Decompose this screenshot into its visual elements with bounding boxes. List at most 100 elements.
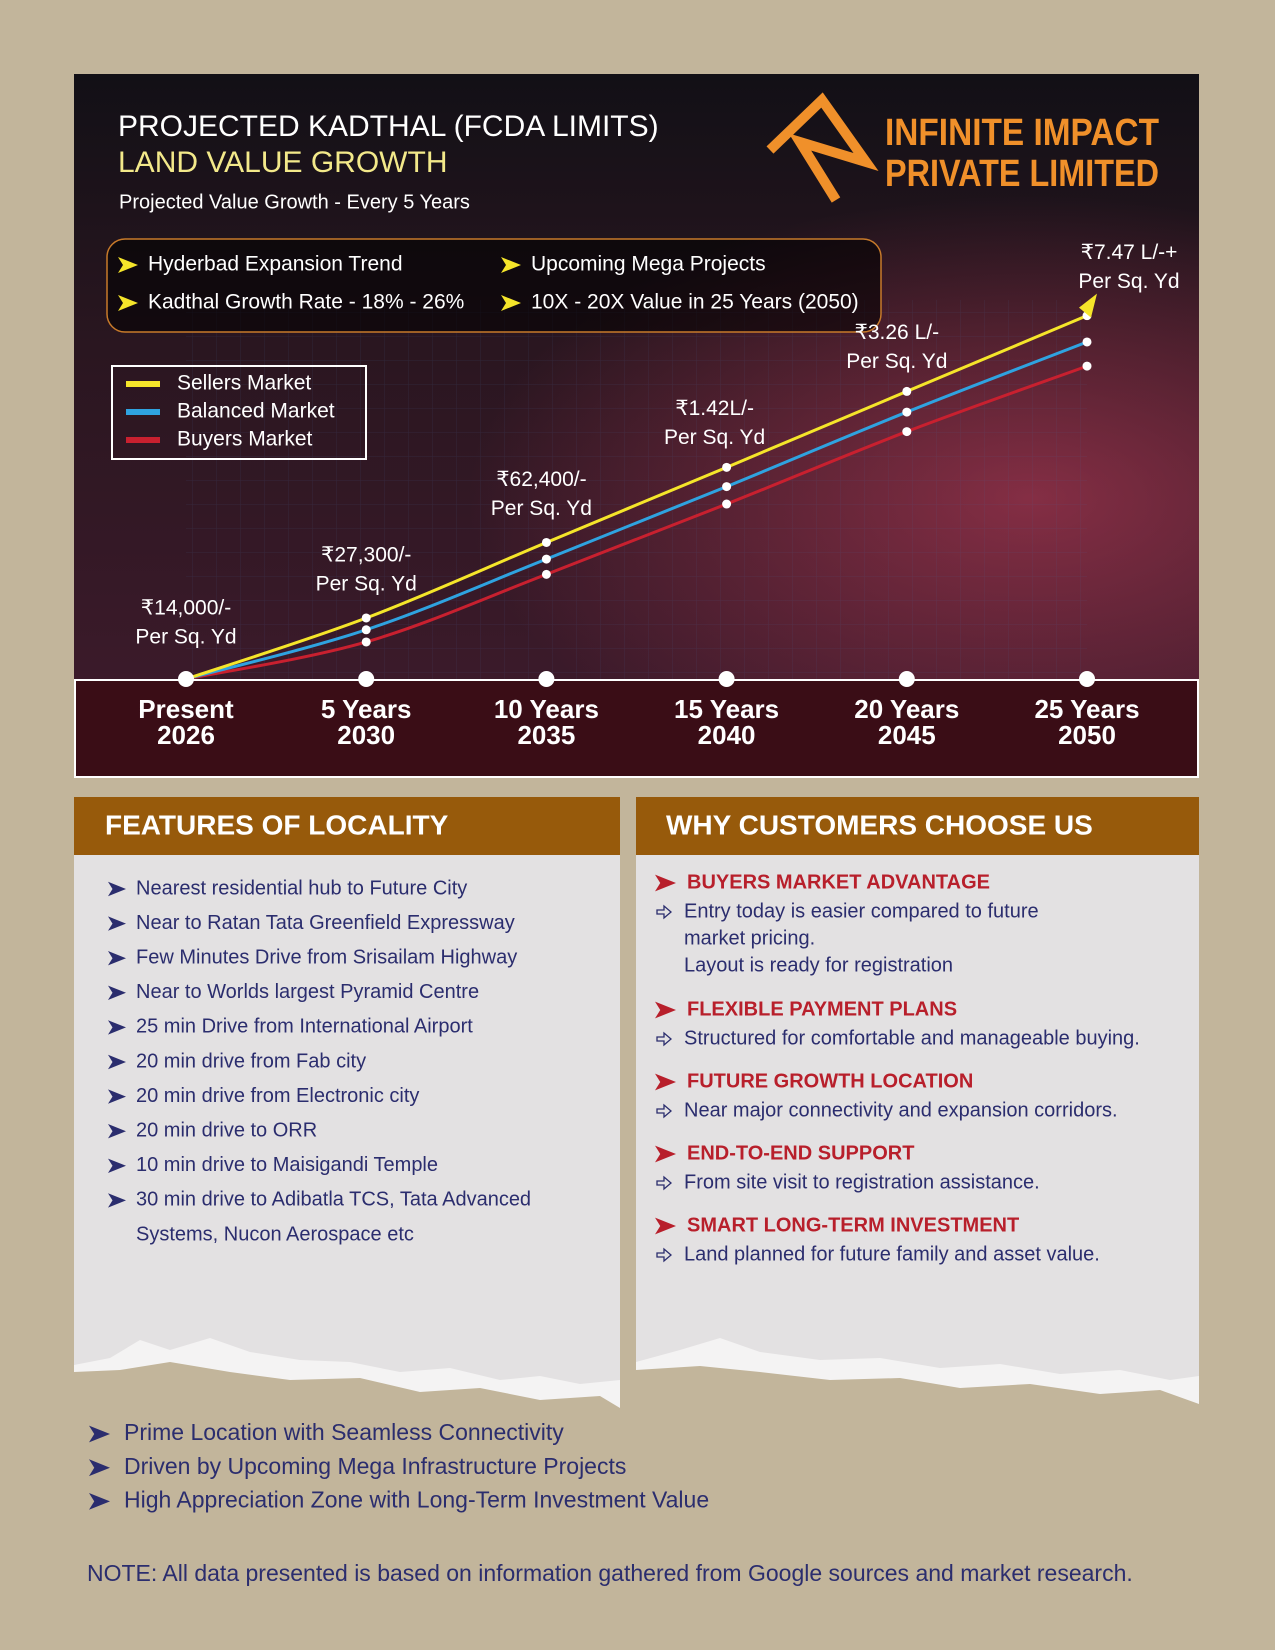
data-point <box>361 637 371 647</box>
why-heading: END-TO-END SUPPORT <box>687 1142 914 1164</box>
highlight: Upcoming Mega Projects <box>531 253 766 276</box>
bullet-arrow <box>501 295 521 311</box>
feature-item: 25 min Drive from International Airport <box>136 1016 473 1038</box>
x-tick-year: 2040 <box>698 720 756 750</box>
bullet-arrow <box>89 1493 110 1510</box>
legend-label: Sellers Market <box>177 372 311 395</box>
x-tick-label: 25 Years <box>1034 694 1139 724</box>
timeline-strip <box>74 679 1199 778</box>
feature-item: 20 min drive from Fab city <box>136 1050 366 1072</box>
why-line: Land planned for future family and asset… <box>684 1243 1100 1265</box>
bullet-arrow <box>655 1217 676 1235</box>
x-tick-dot <box>718 671 735 687</box>
value-label: ₹3.26 L/- <box>855 321 940 344</box>
series-line <box>185 364 1088 681</box>
why-heading: BUYERS MARKET ADVANTAGE <box>687 871 990 893</box>
logo-line2: PRIVATE LIMITED <box>885 153 1159 195</box>
bullet-arrow <box>108 1089 126 1104</box>
why-line: Entry today is easier compared to future <box>684 900 1039 922</box>
bullet-hollow-arrow <box>656 1247 672 1263</box>
bullet-arrow <box>655 874 676 892</box>
data-point <box>541 537 551 547</box>
bullet-arrow <box>118 257 138 273</box>
legend-box <box>111 365 367 460</box>
line-arrowhead <box>1079 293 1097 318</box>
logo-icon <box>766 92 879 203</box>
bullet-arrow <box>501 257 521 273</box>
features-body <box>74 855 620 1408</box>
series-line <box>185 340 1088 681</box>
bullet-hollow-arrow <box>656 1103 672 1119</box>
data-point <box>1082 361 1092 371</box>
bullet-arrow <box>108 881 126 897</box>
x-tick-year: 2050 <box>1058 720 1116 750</box>
x-tick-dot <box>1079 671 1095 687</box>
x-tick-dot <box>898 671 915 687</box>
bullet-hollow-arrow <box>656 904 672 920</box>
value-label: ₹1.42L/- <box>675 397 754 420</box>
data-point <box>541 554 551 564</box>
value-unit: Per Sq. Yd <box>135 626 236 649</box>
data-point <box>722 462 732 472</box>
value-unit: Per Sq. Yd <box>664 426 765 449</box>
data-point <box>1082 337 1092 347</box>
features-title: FEATURES OF LOCALITY <box>105 809 449 840</box>
why-heading: FUTURE GROWTH LOCATION <box>687 1070 973 1092</box>
x-tick-dot <box>178 671 194 687</box>
bullet-arrow <box>108 1020 126 1035</box>
feature-item: Systems, Nucon Aerospace etc <box>136 1223 414 1245</box>
x-tick-label: 15 Years <box>674 694 779 724</box>
feature-item: Near to Worlds largest Pyramid Centre <box>136 981 479 1003</box>
series-line <box>185 314 1088 681</box>
value-label: ₹14,000/- <box>141 597 231 620</box>
value-label: ₹62,400/- <box>496 468 586 491</box>
why-title: WHY CUSTOMERS CHOOSE US <box>666 809 1093 840</box>
data-point <box>902 386 912 396</box>
bullet-arrow <box>655 1001 676 1019</box>
feature-item: Few Minutes Drive from Srisailam Highway <box>136 946 517 968</box>
logo-line1: INFINITE IMPACT <box>885 112 1159 154</box>
value-unit: Per Sq. Yd <box>316 573 417 596</box>
why-heading: SMART LONG-TERM INVESTMENT <box>687 1214 1019 1236</box>
feature-item: Nearest residential hub to Future City <box>136 877 467 899</box>
why-line: From site visit to registration assistan… <box>684 1171 1040 1193</box>
value-unit: Per Sq. Yd <box>1078 270 1179 293</box>
highlights-box <box>106 238 882 333</box>
x-tick-year: 2026 <box>157 720 215 750</box>
bullet-arrow <box>89 1425 110 1443</box>
feature-item: Near to Ratan Tata Greenfield Expressway <box>136 912 515 934</box>
highlight: 10X - 20X Value in 25 Years (2050) <box>531 291 859 314</box>
why-line: Near major connectivity and expansion co… <box>684 1099 1118 1121</box>
bullet-arrow <box>655 1145 676 1163</box>
bullet-hollow-arrow <box>656 1031 672 1047</box>
data-point <box>902 427 912 437</box>
data-point <box>541 569 551 579</box>
legend-label: Balanced Market <box>177 400 335 423</box>
data-point <box>902 407 912 417</box>
torn-edge <box>74 1362 620 1410</box>
features-header <box>74 797 620 855</box>
tagline: Projected Value Growth - Every 5 Years <box>119 191 470 213</box>
x-tick-label: 10 Years <box>494 694 599 724</box>
bullet-arrow <box>108 951 126 966</box>
x-tick-label: 20 Years <box>854 694 959 724</box>
bullet-arrow <box>108 1158 126 1173</box>
x-tick-year: 2035 <box>517 720 575 750</box>
title-line2: LAND VALUE GROWTH <box>118 146 448 179</box>
x-tick-dot <box>358 671 375 687</box>
torn-edge <box>636 1366 1199 1410</box>
x-tick-label: 5 Years <box>321 694 412 724</box>
data-point <box>361 625 371 635</box>
why-header <box>636 797 1199 855</box>
feature-item: 20 min drive to ORR <box>136 1119 317 1141</box>
x-tick-dot <box>538 671 555 687</box>
feature-item: 20 min drive from Electronic city <box>136 1085 419 1107</box>
key-point: Driven by Upcoming Mega Infrastructure P… <box>124 1453 626 1479</box>
key-point: Prime Location with Seamless Connectivit… <box>124 1419 564 1445</box>
x-tick-year: 2045 <box>878 720 936 750</box>
key-point: High Appreciation Zone with Long-Term In… <box>124 1486 709 1512</box>
bullet-arrow <box>108 1124 126 1139</box>
why-line: Structured for comfortable and manageabl… <box>684 1027 1140 1049</box>
why-body <box>636 855 1199 1408</box>
